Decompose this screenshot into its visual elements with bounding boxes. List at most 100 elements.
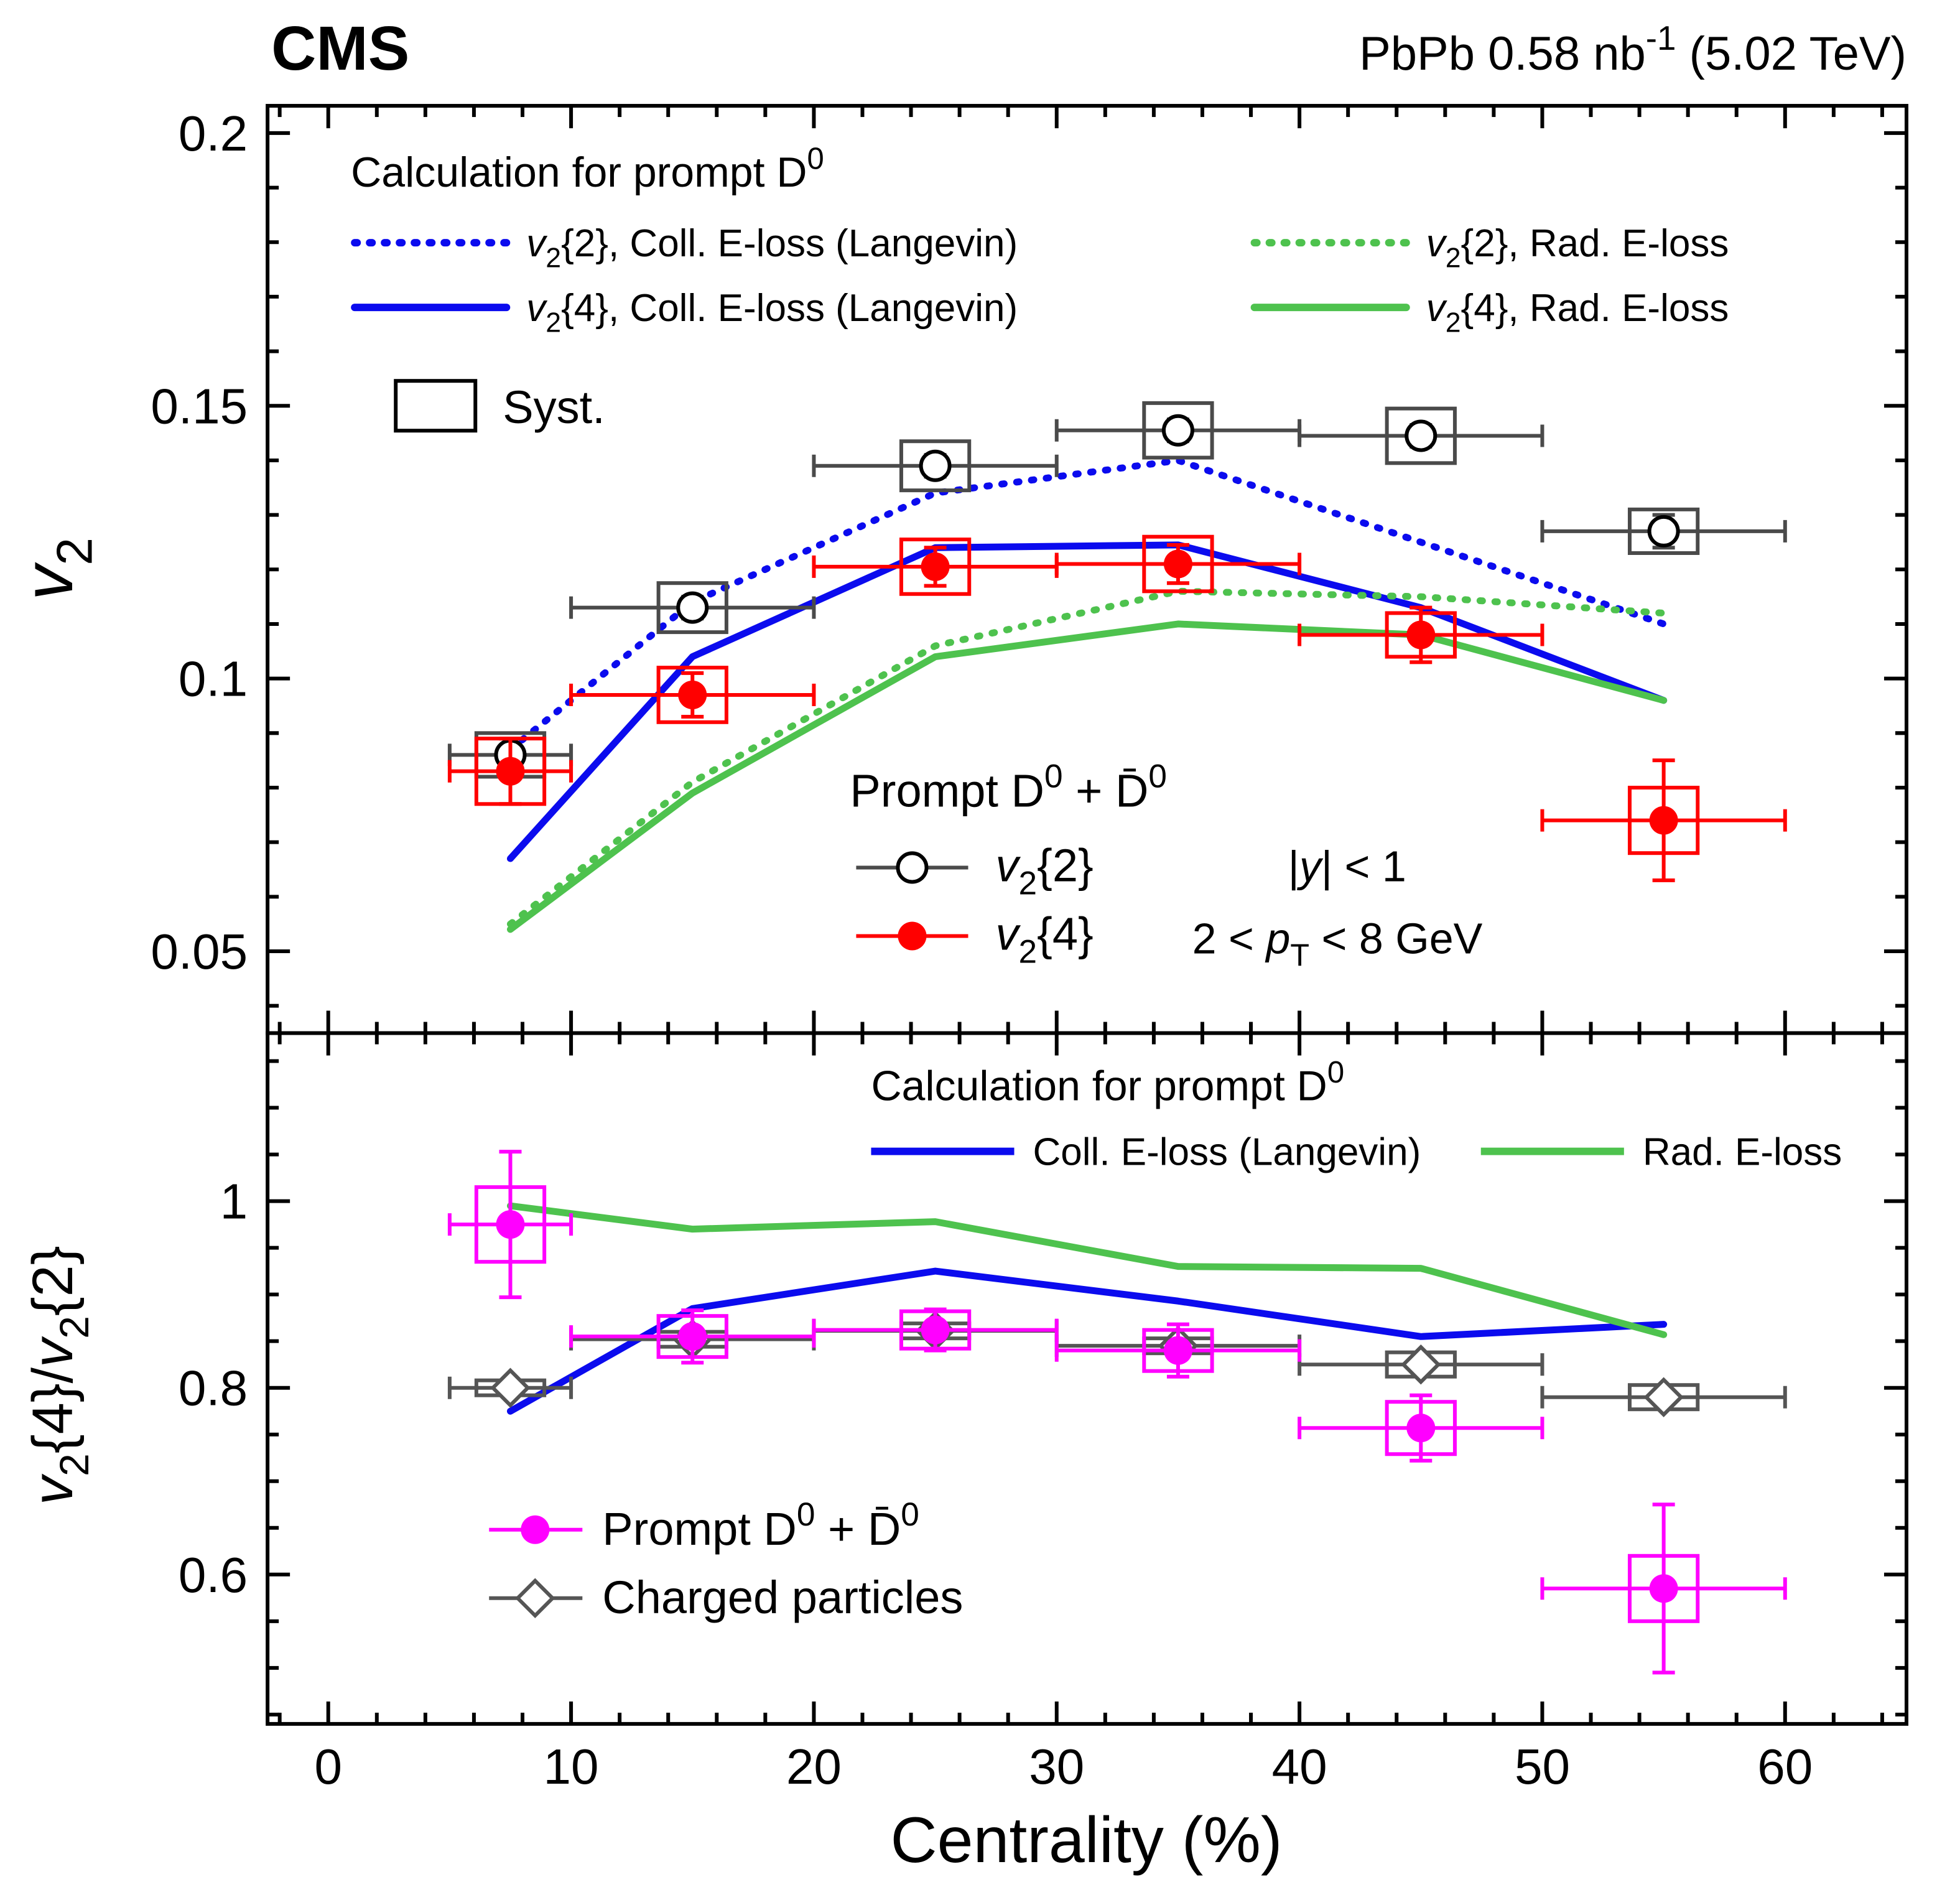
x-tick-label: 30 [1029, 1739, 1084, 1794]
svg-tspan: v [21, 1336, 85, 1367]
y-tick-label: 0.05 [151, 924, 248, 979]
syst-box-d0-ratio [899, 1309, 972, 1351]
svg-tspan: 50 [1515, 1739, 1570, 1794]
legend-label-ratio-coll: Coll. E-loss (Langevin) [1033, 1131, 1421, 1174]
marker-v22-data [1405, 419, 1437, 452]
svg-tspan: v [526, 222, 547, 265]
syst-box-v24-data [474, 737, 547, 806]
x-axis-title: Centrality (%) [891, 1804, 1283, 1876]
marker-charged-ratio [490, 1367, 531, 1408]
svg-tspan: v [996, 908, 1021, 959]
svg-tspan: 2 [1019, 865, 1038, 901]
syst-label: Syst. [503, 381, 605, 433]
svg-tspan: {2} [21, 1246, 85, 1316]
curve-v22-coll [506, 457, 1668, 753]
legend-label-v22-rad: v2{2}, Rad. E-loss [1426, 222, 1729, 273]
svg-tspan: 2 [1446, 243, 1461, 274]
bottom-y-axis-title: v2{4}/v2{2} [21, 1246, 98, 1505]
marker-d0-ratio [496, 1210, 525, 1239]
svg-tspan: v [526, 287, 547, 330]
legend-label-v22-coll: v2{2}, Coll. E-loss (Langevin) [526, 222, 1018, 273]
legend-label-charged-ratio: Charged particles [602, 1572, 963, 1623]
svg-tspan: {4}, Coll. E-loss (Langevin) [561, 287, 1018, 330]
marker-charged-ratio [1401, 1344, 1441, 1385]
marker-d0-ratio [921, 1315, 950, 1344]
syst-box-v24-data [656, 666, 728, 724]
y-tick-label: 0.8 [179, 1361, 248, 1416]
svg-tspan: 0.05 [151, 924, 248, 979]
legend-label-ratio-rad: Rad. E-loss [1643, 1131, 1842, 1174]
svg-tspan: 0.15 [151, 378, 248, 434]
top-y-axis-title: v2 [9, 538, 103, 600]
svg-tspan: {2}, Rad. E-loss [1461, 222, 1729, 265]
marker-d0-ratio [521, 1515, 550, 1544]
marker-v22-data [1161, 414, 1194, 447]
marker-v22-data [896, 851, 929, 884]
svg-tspan: Centrality (%) [891, 1804, 1283, 1876]
legend-data-bottom: Prompt D0 + D̄0 Charged particles [489, 1496, 963, 1623]
svg-tspan: | < 1 [1321, 842, 1406, 890]
syst-box-v22-data [899, 439, 972, 493]
svg-tspan: T [1290, 937, 1309, 972]
legend-data-top: Prompt D0 + D̄0v2{2}v2{4}|y| < 12 < pT <… [850, 758, 1482, 972]
svg-tspan: {4}/ [21, 1367, 85, 1453]
svg-tspan: 10 [544, 1739, 599, 1794]
svg-tspan: y [1297, 842, 1324, 890]
svg-tspan: 0 [314, 1739, 342, 1794]
svg-tspan: CMS [271, 14, 409, 83]
syst-box-sample [394, 379, 478, 433]
svg-tspan: 60 [1757, 1739, 1813, 1794]
svg-tspan: 2 [52, 1316, 98, 1339]
svg-tspan: | [1288, 842, 1299, 890]
syst-box-d0-ratio [1627, 1554, 1700, 1623]
legend-label-v24-coll: v2{4}, Coll. E-loss (Langevin) [526, 287, 1018, 338]
syst-box-d0-ratio [1142, 1328, 1214, 1373]
syst-box-v22-data [1142, 401, 1214, 460]
syst-box-v22-data [1627, 507, 1700, 555]
y-tick-label: 1 [220, 1174, 248, 1229]
syst-box-d0-ratio [474, 1185, 547, 1264]
svg-tspan: p [1265, 914, 1290, 962]
y-tick-label: 0.6 [179, 1547, 248, 1603]
legend-label-v24-rad: v2{4}, Rad. E-loss [1426, 287, 1729, 338]
svg-tspan: (5.02 TeV) [1676, 27, 1907, 80]
curve-v24-rad [506, 620, 1668, 933]
svg-tspan: 20 [786, 1739, 842, 1794]
svg-tspan: {2}, Coll. E-loss (Langevin) [561, 222, 1018, 265]
x-tick-label: 50 [1515, 1739, 1570, 1794]
svg-tspan: {2} [1037, 839, 1094, 891]
svg-tspan: 2 [546, 243, 561, 274]
svg-tspan: 2 [1446, 308, 1461, 338]
syst-box-v24-data [1627, 785, 1700, 855]
legend-label-d0-ratio: Prompt D0 + D̄0 [602, 1496, 919, 1555]
x-tick-label: 10 [544, 1739, 599, 1794]
y-tick-label: 0.15 [151, 378, 248, 434]
legend-theory-bottom: Calculation for prompt D0 Coll. E-loss (L… [871, 1056, 1842, 1174]
svg-tspan: Prompt D [602, 1503, 797, 1555]
svg-tspan: 0.2 [179, 106, 248, 161]
lumi-label: PbPb 0.58 nb-1 (5.02 TeV) [1359, 19, 1907, 80]
svg-tspan: Charged particles [602, 1572, 963, 1623]
marker-charged-ratio [515, 1578, 555, 1619]
curve-ratio-rad [506, 1202, 1668, 1338]
rapidity-cut: |y| < 1 [1288, 842, 1406, 890]
pt-cut: 2 < pT < 8 GeV [1192, 914, 1483, 972]
svg-tspan: + D̄ [1063, 765, 1149, 816]
marker-v24-data [1406, 620, 1436, 650]
cms-label: CMS [271, 14, 409, 83]
svg-tspan: -1 [1646, 19, 1676, 57]
marker-v24-data [1163, 549, 1192, 579]
svg-tspan: 2 [546, 308, 561, 338]
svg-tspan: 0 [1044, 758, 1063, 794]
syst-box-v24-data [1385, 611, 1457, 659]
curve-ratio-coll [506, 1267, 1668, 1415]
marker-d0-ratio [1649, 1574, 1678, 1603]
curve-v22-rad [506, 587, 1668, 928]
panel-bottom-frame [266, 1031, 1908, 1726]
header: CMS PbPb 0.58 nb-1 (5.02 TeV) [271, 14, 1907, 83]
svg-tspan: v [9, 562, 87, 600]
points-title: Prompt D0 + D̄0 [850, 758, 1167, 816]
